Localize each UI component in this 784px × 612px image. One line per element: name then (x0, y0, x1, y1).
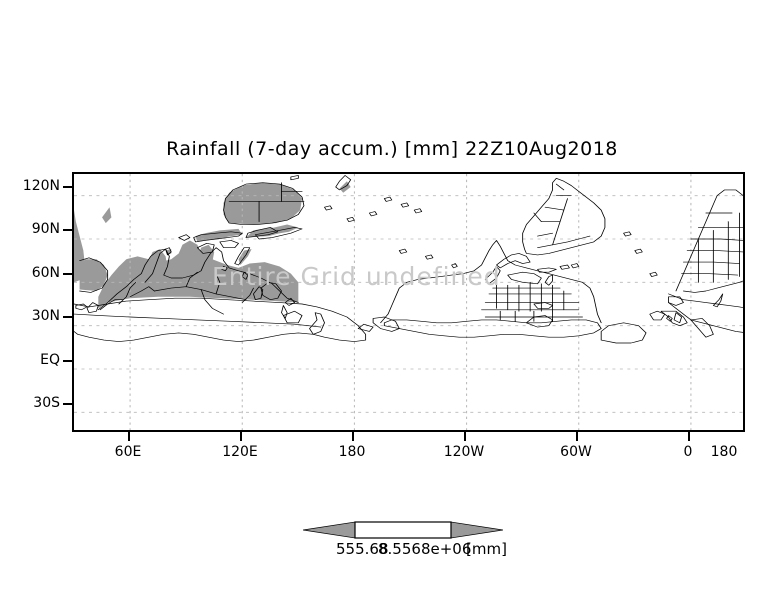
colorbar-center-box (354, 521, 452, 539)
page-title: Rainfall (7-day accum.) [mm] 22Z10Aug201… (166, 138, 618, 160)
colorbar-tick-label-low: 555.68 (336, 540, 389, 558)
x-tick-label-180a: 180 (338, 444, 366, 460)
colorbar-tick-label-high: 8.5568e+06 (378, 540, 472, 558)
y-tick-label-30n: 30N (31, 308, 60, 324)
x-tick-mark-60e (128, 432, 130, 441)
y-tick-mark-90n (63, 229, 72, 231)
x-tick-label-120e1: 120E (222, 444, 258, 460)
colorbar-high-extension (450, 521, 503, 539)
y-tick-mark-30n (63, 316, 72, 318)
x-tick-mark-120e1 (240, 432, 242, 441)
y-tick-label-120n: 120N (22, 178, 60, 194)
colorbar-low-extension (303, 521, 356, 539)
y-tick-mark-30s (63, 403, 72, 405)
y-tick-mark-60n (63, 273, 72, 275)
colorbar[interactable] (303, 518, 503, 542)
y-tick-mark-120n (63, 186, 72, 188)
y-tick-mark-eq (63, 360, 72, 362)
map-plot-area[interactable] (72, 172, 745, 432)
world-map-svg (74, 174, 743, 430)
x-tick-label-0: 0 (683, 444, 693, 460)
coastlines-and-borders (74, 175, 743, 344)
x-tick-label-60w: 60W (560, 444, 592, 460)
x-tick-mark-0 (688, 432, 690, 441)
colorbar-units-label: [mm] (466, 540, 507, 558)
y-tick-label-eq: EQ (40, 352, 60, 368)
x-tick-mark-180a (352, 432, 354, 441)
y-tick-label-30s: 30S (33, 395, 60, 411)
map-gridlines (74, 174, 743, 430)
x-tick-label-120w: 120W (443, 444, 485, 460)
x-tick-label-60e: 60E (114, 444, 142, 460)
y-tick-label-90n: 90N (31, 221, 60, 237)
y-tick-label-60n: 60N (31, 265, 60, 281)
x-tick-mark-120w (464, 432, 466, 441)
x-tick-label-180b: 180 (710, 444, 738, 460)
x-tick-mark-60w (576, 432, 578, 441)
rainfall-shading (74, 181, 351, 309)
